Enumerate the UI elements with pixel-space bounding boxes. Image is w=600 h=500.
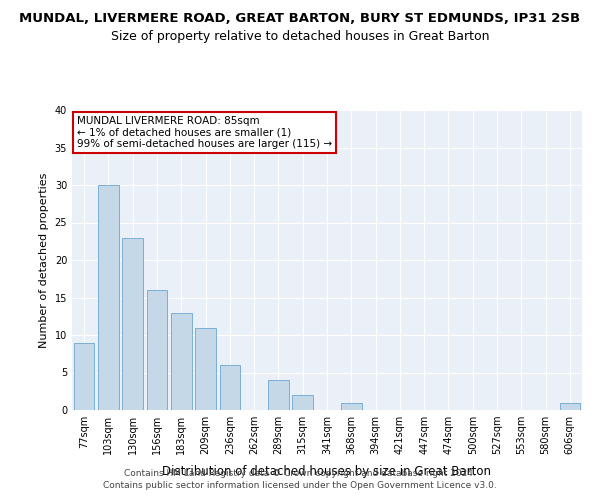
Bar xyxy=(220,365,240,410)
Bar xyxy=(98,185,119,410)
Bar xyxy=(560,402,580,410)
Text: MUNDAL, LIVERMERE ROAD, GREAT BARTON, BURY ST EDMUNDS, IP31 2SB: MUNDAL, LIVERMERE ROAD, GREAT BARTON, BU… xyxy=(19,12,581,26)
Text: MUNDAL LIVERMERE ROAD: 85sqm
← 1% of detached houses are smaller (1)
99% of semi: MUNDAL LIVERMERE ROAD: 85sqm ← 1% of det… xyxy=(77,116,332,149)
Bar xyxy=(292,395,313,410)
Bar xyxy=(171,312,191,410)
Text: Size of property relative to detached houses in Great Barton: Size of property relative to detached ho… xyxy=(111,30,489,43)
Bar xyxy=(341,402,362,410)
X-axis label: Distribution of detached houses by size in Great Barton: Distribution of detached houses by size … xyxy=(163,466,491,478)
Bar xyxy=(195,328,216,410)
Text: Contains HM Land Registry data © Crown copyright and database right 2024.
Contai: Contains HM Land Registry data © Crown c… xyxy=(103,468,497,490)
Bar xyxy=(268,380,289,410)
Bar xyxy=(74,342,94,410)
Bar xyxy=(122,238,143,410)
Y-axis label: Number of detached properties: Number of detached properties xyxy=(39,172,49,348)
Bar xyxy=(146,290,167,410)
